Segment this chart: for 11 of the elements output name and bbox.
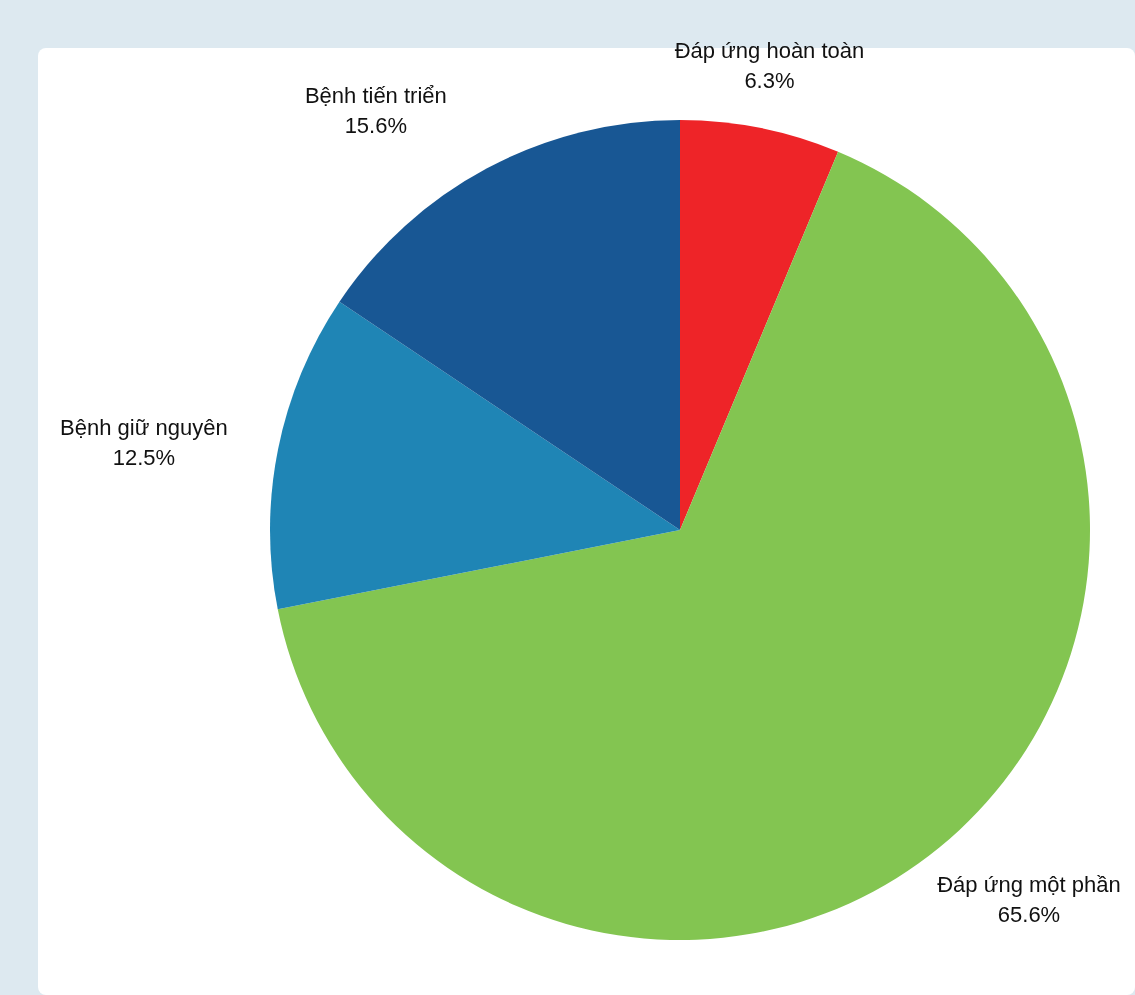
data-label: 15.6% — [344, 112, 408, 138]
data-label: 6.3% — [744, 67, 795, 93]
slice-label: Bệnh giữ nguyên — [60, 414, 228, 440]
data-label: 12.5% — [112, 444, 176, 470]
slice-label: Đáp ứng hoàn toàn — [674, 37, 865, 63]
pie-slice — [339, 120, 680, 530]
data-label: 65.6% — [997, 902, 1061, 928]
slice-label: Đáp ứng một phần — [937, 872, 1121, 898]
pie-slice — [270, 301, 680, 610]
slice-label: Bệnh tiến triển — [304, 82, 447, 108]
pie-slice — [680, 120, 839, 530]
